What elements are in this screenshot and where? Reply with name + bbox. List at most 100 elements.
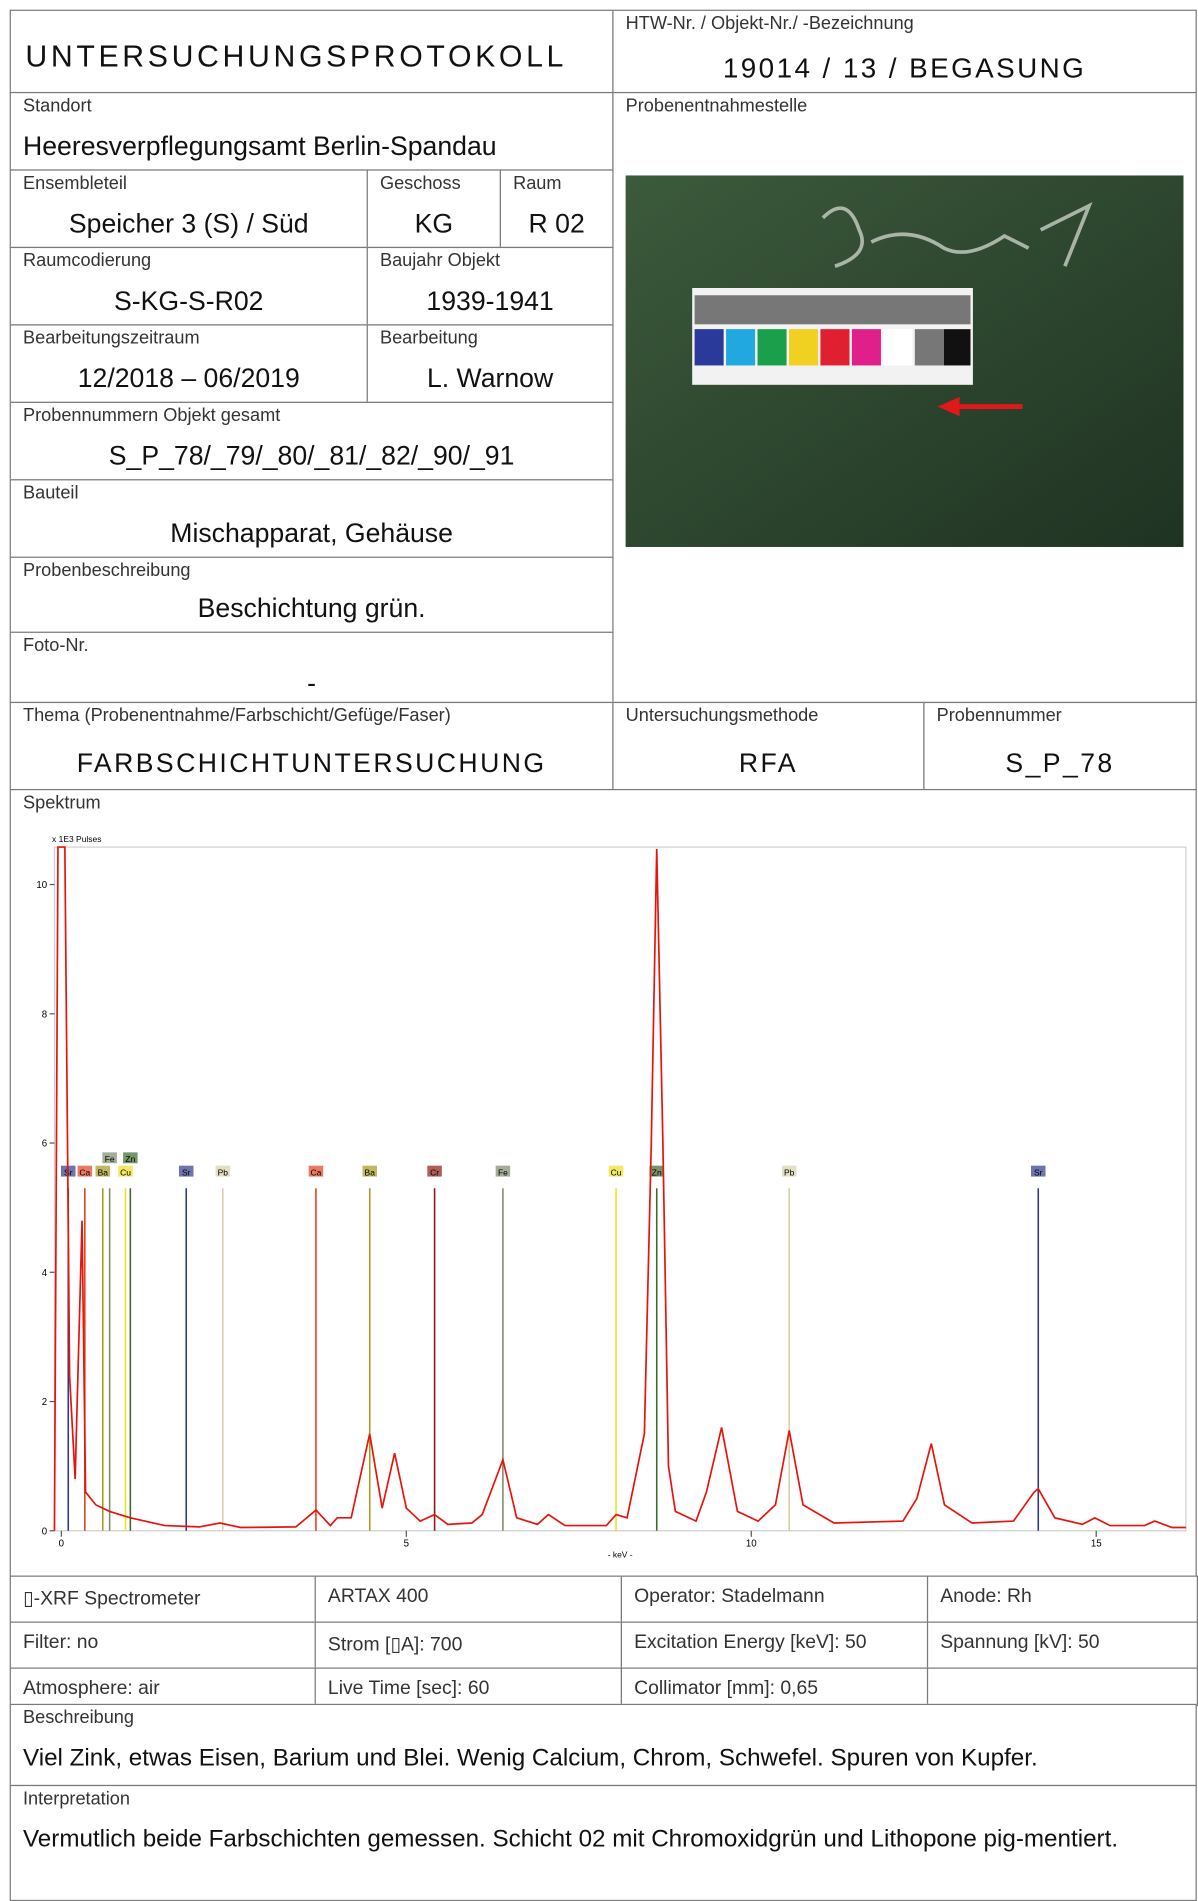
- value: S-KG-S-R02: [114, 285, 264, 316]
- label: Beschreibung: [22, 1707, 134, 1729]
- element-label-box: [308, 1165, 324, 1177]
- field: Geschoss KG: [366, 169, 501, 249]
- field: Probenbeschreibung Beschichtung grün.: [9, 556, 614, 633]
- element-label: Ca: [311, 1167, 322, 1177]
- label: Raumcodierung: [22, 250, 152, 272]
- value: S_P_78: [1005, 747, 1115, 779]
- value: R 02: [528, 208, 585, 239]
- y-tick-label: 6: [42, 1139, 47, 1150]
- value: Beschichtung grün.: [197, 592, 426, 624]
- element-label: Pb: [784, 1167, 795, 1177]
- element-label-box: [123, 1152, 138, 1164]
- label: HTW-Nr. / Objekt-Nr./ -Bezeichnung: [625, 13, 914, 34]
- element-label: Fe: [105, 1154, 115, 1164]
- element-label-box: [1030, 1165, 1046, 1177]
- text: Viel Zink, etwas Eisen, Barium und Blei.…: [22, 1744, 1038, 1772]
- element-label-box: [95, 1165, 111, 1177]
- spectrum-cell: Spektrum: [9, 788, 1197, 1577]
- spectrum-line: [53, 846, 1186, 1531]
- y-tick-label: 4: [42, 1268, 48, 1279]
- instrument-cell: Filter: no: [9, 1621, 316, 1669]
- value: Speicher 3 (S) / Süd: [68, 208, 309, 239]
- value: KG: [414, 208, 454, 239]
- y-tick-label: 0: [42, 1526, 47, 1537]
- field: Baujahr Objekt 1939-1941: [366, 246, 614, 326]
- label: Probennummern Objekt gesamt: [22, 405, 281, 426]
- field: Probennummer S_P_78: [923, 701, 1197, 791]
- element-label: Ba: [98, 1167, 109, 1177]
- instrument-text: Excitation Energy [keV]: 50: [634, 1632, 867, 1653]
- instrument-cell: [926, 1667, 1198, 1707]
- element-label: Sr: [182, 1167, 191, 1177]
- instrument-cell: Spannung [kV]: 50: [926, 1621, 1198, 1669]
- element-label: Ba: [365, 1167, 376, 1177]
- label: Foto-Nr.: [22, 635, 89, 656]
- element-label: Cu: [120, 1167, 131, 1177]
- x-tick-label: 10: [746, 1539, 757, 1550]
- instrument-cell: Live Time [sec]: 60: [314, 1667, 622, 1707]
- label: Probenentnahmestelle: [625, 95, 808, 117]
- y-axis-label: x 1E3 Pulses: [52, 834, 101, 844]
- field: Standort Heeresverpflegungsamt Berlin-Spa…: [9, 91, 614, 171]
- instrument-cell: Strom [▯A]: 700: [314, 1621, 622, 1669]
- label: Probenbeschreibung: [22, 560, 191, 581]
- field: Interpretation Vermutlich beide Farbschic…: [9, 1784, 1197, 1901]
- title: UNTERSUCHUNGSPROTOKOLL: [25, 39, 567, 74]
- instrument-cell: Excitation Energy [keV]: 50: [620, 1621, 929, 1669]
- field: Raumcodierung S-KG-S-R02: [9, 246, 368, 326]
- label: Spektrum: [22, 792, 101, 814]
- title-cell: UNTERSUCHUNGSPROTOKOLL: [9, 9, 614, 94]
- field: Probennummern Objekt gesamt S_P_78/_79/_8…: [9, 401, 614, 481]
- element-label-box: [608, 1165, 624, 1177]
- x-tick-label: 15: [1091, 1539, 1102, 1550]
- y-tick-label: 8: [42, 1009, 47, 1020]
- field: Bearbeitung L. Warnow: [366, 324, 614, 403]
- instrument-text: Operator: Stadelmann: [634, 1586, 825, 1608]
- field: Bearbeitungszeitraum 12/2018 – 06/2019: [9, 324, 368, 403]
- instrument-text: ARTAX 400: [327, 1586, 429, 1608]
- field: Beschreibung Viel Zink, etwas Eisen, Bari…: [9, 1703, 1197, 1787]
- element-label: Ca: [79, 1167, 90, 1177]
- element-label: Cr: [430, 1167, 439, 1177]
- x-tick-label: 0: [59, 1539, 64, 1550]
- value: FARBSCHICHTUNTERSUCHUNG: [76, 747, 547, 779]
- element-label-box: [649, 1165, 665, 1177]
- field: Raum R 02: [499, 169, 614, 249]
- label: Baujahr Objekt: [379, 250, 501, 272]
- instrument-text: Strom [▯A]: 700: [327, 1634, 463, 1656]
- value: Heeresverpflegungsamt Berlin-Spandau: [22, 130, 497, 161]
- field: Bauteil Mischapparat, Gehäuse: [9, 479, 614, 558]
- value: 1939-1941: [426, 285, 554, 316]
- element-label-box: [495, 1165, 511, 1177]
- instrument-cell: Atmosphere: air: [9, 1667, 316, 1707]
- element-label-box: [781, 1165, 797, 1177]
- instrument-cell: Operator: Stadelmann: [620, 1575, 929, 1623]
- field: Untersuchungsmethode RFA: [612, 701, 925, 791]
- plot-frame: [53, 846, 1187, 1532]
- instrument-cell: ARTAX 400: [314, 1575, 622, 1623]
- label: Bearbeitungszeitraum: [22, 327, 200, 349]
- instrument-text: ▯-XRF Spectrometer: [22, 1588, 201, 1610]
- object-value: 19014 / 13 / BEGASUNG: [722, 52, 1087, 84]
- element-label-box: [427, 1165, 442, 1177]
- instrument-text: Filter: no: [22, 1632, 99, 1653]
- label: Bearbeitung: [379, 327, 478, 349]
- element-label: Cu: [611, 1167, 622, 1177]
- instrument-text: Spannung [kV]: 50: [940, 1632, 1100, 1653]
- value: L. Warnow: [426, 363, 554, 394]
- y-tick-label: 10: [36, 880, 47, 891]
- element-label: Zn: [652, 1167, 662, 1177]
- element-label-box: [178, 1165, 194, 1177]
- instrument-text: Anode: Rh: [940, 1586, 1032, 1608]
- value: S_P_78/_79/_80/_81/_82/_90/_91: [108, 440, 515, 471]
- element-label: Pb: [218, 1167, 229, 1177]
- label: Raum: [513, 173, 562, 194]
- label: Geschoss: [379, 173, 461, 194]
- label: Standort: [22, 95, 92, 117]
- photo: [625, 175, 1184, 547]
- instrument-cell: Anode: Rh: [926, 1575, 1198, 1623]
- value: RFA: [738, 747, 798, 779]
- label: Interpretation: [22, 1788, 130, 1810]
- instrument-text: Atmosphere: air: [22, 1678, 160, 1699]
